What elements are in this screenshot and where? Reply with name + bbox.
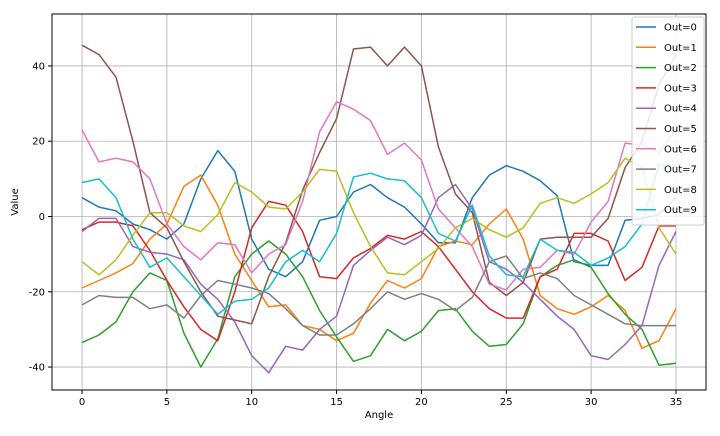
x-tick-label: 15 — [330, 397, 343, 408]
series-lines — [81, 44, 677, 374]
axis-ticks: 0 5 10 15 20 25 30 35 -40 -20 0 20 40 — [29, 61, 683, 408]
series-line-out-8 — [81, 157, 677, 276]
x-tick-label: 0 — [79, 397, 85, 408]
x-tick-label: 35 — [670, 397, 683, 408]
y-tick-label: -40 — [29, 363, 45, 374]
series-line-out-9 — [81, 163, 677, 316]
series-line-out-0 — [81, 149, 677, 278]
series-line-out-1 — [81, 174, 677, 349]
series-line-out-6 — [81, 100, 677, 291]
legend-label: Out=0 — [664, 23, 697, 34]
y-tick-label: -20 — [29, 287, 45, 298]
x-tick-label: 25 — [500, 397, 513, 408]
series-line-out-5 — [81, 44, 677, 325]
x-tick-label: 10 — [245, 397, 258, 408]
legend-label: Out=6 — [664, 144, 697, 155]
y-tick-label: 20 — [32, 137, 45, 148]
legend-label: Out=9 — [664, 205, 697, 216]
series-line-out-7 — [81, 255, 676, 336]
x-axis-label: Angle — [365, 410, 393, 421]
series-line-out-3 — [81, 200, 676, 342]
series-line-out-2 — [81, 240, 677, 368]
legend-label: Out=1 — [664, 43, 697, 54]
legend-label: Out=4 — [664, 104, 697, 115]
legend-label: Out=3 — [664, 83, 697, 94]
y-axis-label: Value — [10, 188, 21, 215]
y-tick-label: 0 — [39, 212, 45, 223]
y-tick-label: 40 — [32, 61, 45, 72]
legend-label: Out=5 — [664, 124, 697, 135]
legend-label: Out=8 — [664, 185, 697, 196]
grid — [52, 14, 706, 390]
plot-frame — [51, 13, 707, 391]
legend-label: Out=2 — [664, 63, 697, 74]
legend: Out=0 Out=1 Out=2 Out=3 Out=4 Out=5 Out=6 Out=7… — [631, 16, 705, 226]
series-line-out-4 — [81, 183, 677, 374]
x-tick-label: 30 — [585, 397, 598, 408]
x-tick-label: 20 — [415, 397, 428, 408]
legend-box — [631, 16, 705, 226]
legend-label: Out=7 — [664, 165, 697, 176]
x-tick-label: 5 — [164, 397, 170, 408]
